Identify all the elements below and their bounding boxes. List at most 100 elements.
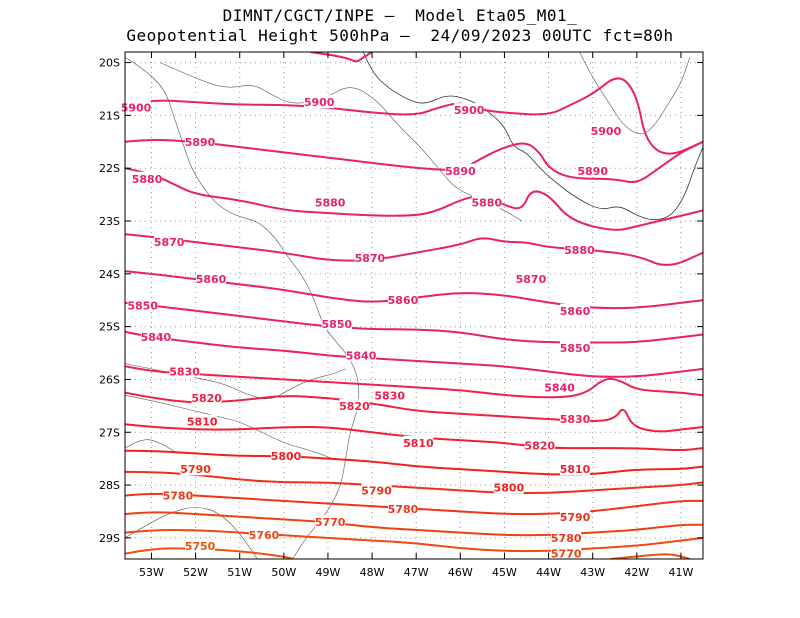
contour-label: 5770	[551, 548, 582, 561]
lon-tick-label: 49W	[316, 566, 341, 579]
contour-label-bg	[162, 488, 193, 502]
contour-label-bg	[304, 95, 335, 109]
contour-5890	[125, 139, 703, 184]
contour-label-bg	[577, 163, 608, 177]
contour-label-bg	[454, 103, 485, 117]
contour-label-bg	[387, 293, 418, 307]
contour-label: 5870	[516, 273, 547, 286]
contour-label: 5830	[374, 389, 405, 402]
contour-5830	[125, 365, 703, 399]
contour-label-bg	[524, 438, 555, 452]
lat-tick-label: 24S	[99, 268, 120, 281]
lon-tick-label: 50W	[271, 566, 296, 579]
contour-labels: 5900 5900 5900 5900 5890 5890 5890 5880 5880 5880…	[121, 95, 622, 561]
contour-label: 5850	[560, 342, 591, 355]
contour-label: 5780	[163, 490, 194, 503]
contour-label: 5850	[321, 318, 352, 331]
contour-label: 5890	[185, 136, 216, 149]
contour-label: 5870	[355, 252, 386, 265]
contour-label: 5880	[315, 197, 346, 210]
contour-label-bg	[315, 195, 346, 209]
contour-label-bg	[445, 163, 476, 177]
contour-label: 5880	[471, 197, 502, 210]
contour-label: 5750	[185, 540, 216, 553]
contour-5760	[125, 529, 703, 553]
contour-5790	[125, 470, 703, 494]
contour-label: 5830	[169, 366, 200, 379]
contour-5770	[125, 511, 703, 537]
contour-label-bg	[169, 364, 200, 378]
contour-label-bg	[551, 546, 582, 560]
contour-label-bg	[560, 340, 591, 354]
contour-label-bg	[560, 412, 591, 426]
contour-label: 5820	[524, 439, 555, 452]
lon-tick-label: 52W	[183, 566, 208, 579]
contour-5840	[125, 330, 703, 378]
state-border	[125, 439, 179, 454]
coastline	[362, 52, 703, 221]
contour-label-bg	[196, 272, 227, 286]
contour-5800	[125, 449, 703, 476]
contour-label-bg	[315, 515, 346, 529]
contour-label: 5820	[339, 400, 370, 413]
contour-5850	[125, 301, 703, 344]
contour-label: 5840	[544, 381, 575, 394]
contour-label: 5790	[180, 463, 211, 476]
contour-label-bg	[185, 134, 216, 148]
lon-tick-label: 53W	[139, 566, 164, 579]
contour-label: 5870	[154, 236, 185, 249]
lon-tick-label: 47W	[404, 566, 429, 579]
state-border	[125, 507, 258, 559]
lon-tick-label: 51W	[227, 566, 252, 579]
contour-label: 5900	[304, 96, 335, 109]
contour-label: 5860	[196, 273, 227, 286]
lon-tick-label: 45W	[492, 566, 517, 579]
contour-label: 5800	[494, 482, 525, 495]
contour-label-bg	[544, 380, 575, 394]
contour-5880	[125, 167, 703, 231]
state-border	[579, 52, 691, 135]
contour-label-bg	[321, 316, 352, 330]
contour-label-bg	[180, 462, 211, 476]
contour-label: 5780	[551, 532, 582, 545]
plot-frame	[124, 51, 704, 560]
lon-tick-label: 41W	[669, 566, 694, 579]
title-line-1: DIMNT/CGCT/INPE – Model Eta05_M01_	[222, 6, 578, 25]
contour-label: 5790	[560, 511, 591, 524]
contour-label-bg	[590, 124, 621, 138]
contour-label-bg	[387, 501, 418, 515]
axis-ticks: 53W 52W 51W 50W 49W 48W 47W 46W 45W 44W 43W 42W 41W 2…	[99, 52, 703, 579]
contour-label-bg	[339, 398, 370, 412]
lat-tick-label: 20S	[99, 57, 120, 70]
contour-label-bg	[132, 171, 163, 185]
contour-5780	[125, 492, 703, 516]
contour-label-bg	[361, 483, 392, 497]
contour-5750	[610, 553, 691, 559]
contour-5820	[125, 391, 703, 433]
lat-tick-label: 21S	[99, 109, 120, 122]
contour-label-bg	[560, 462, 591, 476]
lat-tick-label: 28S	[99, 479, 120, 492]
state-border	[160, 62, 523, 222]
contour-label: 5780	[388, 503, 419, 516]
contour-label-bg	[248, 528, 279, 542]
lon-tick-label: 48W	[360, 566, 385, 579]
contour-label-bg	[560, 509, 591, 523]
contour-label-bg	[121, 100, 152, 114]
contour-label-bg	[560, 303, 591, 317]
contour-5750	[125, 547, 293, 559]
contour-label-bg	[346, 348, 377, 362]
contour-5870	[125, 233, 703, 266]
contour-label-bg	[127, 298, 158, 312]
contour-label-bg	[140, 330, 171, 344]
lat-tick-label: 27S	[99, 426, 120, 439]
lat-tick-label: 23S	[99, 215, 120, 228]
contour-label: 5770	[315, 516, 346, 529]
contour-label: 5900	[121, 101, 152, 114]
contour-label: 5820	[191, 392, 222, 405]
contour-label: 5810	[560, 463, 591, 476]
contour-label: 5900	[454, 104, 485, 117]
title-line-2: Geopotential Height 500hPa – 24/09/2023 …	[126, 26, 674, 45]
contour-label: 5760	[249, 529, 280, 542]
